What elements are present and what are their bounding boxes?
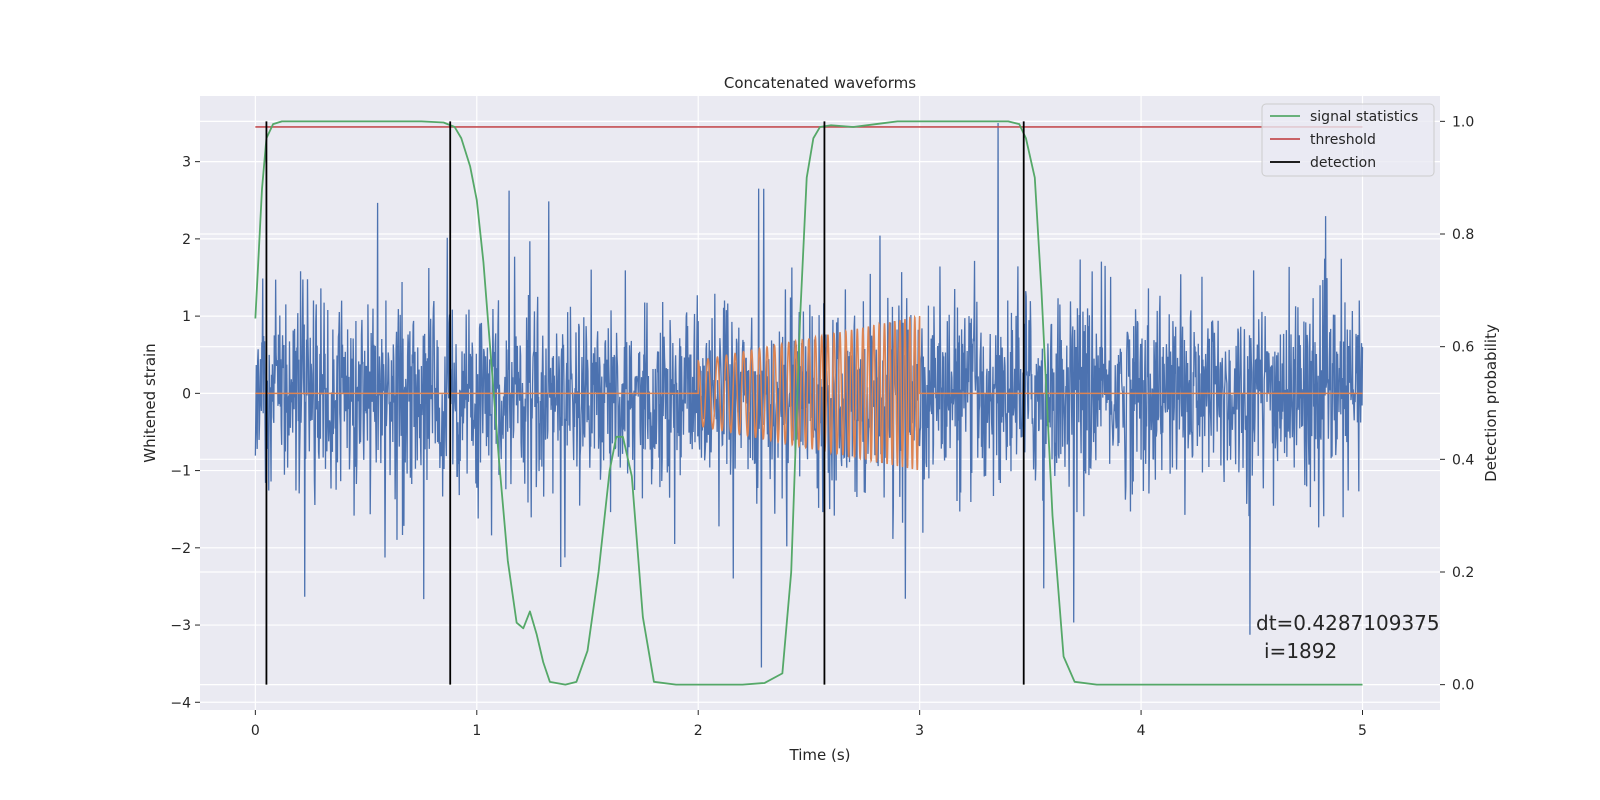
x-tick-label: 3 [915,723,924,739]
y-tick-label: 0 [182,386,191,402]
x-axis-label: Time (s) [789,746,851,764]
injected-waveform-line [255,314,1363,471]
y-right-tick-label: 0.4 [1452,452,1474,468]
x-tick-label: 1 [472,723,481,739]
annotation-i: i=1892 [1264,639,1337,663]
legend-label-signal-statistics: signal statistics [1310,109,1418,125]
legend-label-detection: detection [1310,155,1376,171]
plot-area [254,120,1364,686]
annotation-dt: dt=0.4287109375 [1256,611,1440,635]
y-tick-label: −1 [170,464,191,480]
signal-statistics-line [254,120,1363,686]
y-tick-label: −3 [170,618,191,634]
y-tick-label: 3 [182,155,191,171]
left-y-ticks: −4 −3 −2 −1 0 1 2 3 [170,155,200,711]
y-right-tick-label: 0.0 [1452,678,1474,694]
y-axis-label: Whitened strain [141,343,159,462]
x-tick-label: 5 [1358,723,1367,739]
y-right-tick-label: 0.2 [1452,565,1474,581]
y-tick-label: 2 [182,232,191,248]
x-ticks: 0 1 2 3 4 5 [251,710,1367,739]
x-tick-label: 4 [1137,723,1146,739]
y-right-tick-label: 0.6 [1452,340,1474,356]
right-y-axis-label: Detection probability [1482,324,1500,482]
y-tick-label: 1 [182,309,191,325]
right-y-ticks: 0.0 0.2 0.4 0.6 0.8 1.0 [1440,114,1474,694]
y-tick-label: −4 [170,695,191,711]
x-tick-label: 0 [251,723,260,739]
legend: signal statistics threshold detection [1261,103,1435,177]
strain-noise-line [254,123,1364,668]
chart-title: Concatenated waveforms [724,74,916,92]
legend-box [1261,103,1435,177]
y-tick-label: −2 [170,541,191,557]
y-right-tick-label: 0.8 [1452,227,1474,243]
legend-label-threshold: threshold [1310,132,1376,148]
y-right-tick-label: 1.0 [1452,114,1474,130]
x-tick-label: 2 [694,723,703,739]
